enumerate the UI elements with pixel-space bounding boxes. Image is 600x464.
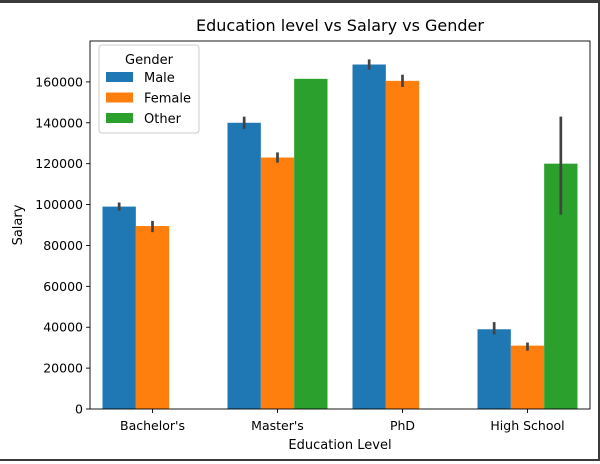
chart: Education level vs Salary vs Gender Educ… bbox=[11, 16, 591, 453]
y-tick-label: 80000 bbox=[43, 238, 83, 253]
y-tick-label: 120000 bbox=[35, 156, 83, 171]
axes-frame bbox=[89, 40, 591, 410]
bar-male-high-school bbox=[477, 329, 511, 409]
bar-male-master-s bbox=[227, 122, 261, 410]
bar-female-phd bbox=[385, 80, 420, 409]
x-tick-label: Bachelor's bbox=[120, 418, 185, 433]
bar-female-bachelor-s bbox=[135, 226, 170, 409]
legend-label-other: Other bbox=[144, 112, 182, 127]
y-tick-label: 0 bbox=[75, 402, 83, 417]
bar-female-high-school bbox=[510, 345, 545, 409]
chart-title: Education level vs Salary vs Gender bbox=[196, 16, 484, 35]
y-tick-label: 160000 bbox=[35, 74, 83, 89]
x-tick-label: Master's bbox=[251, 418, 304, 433]
legend-title: Gender bbox=[125, 53, 174, 68]
y-tick-label: 20000 bbox=[43, 361, 83, 376]
legend bbox=[98, 44, 200, 134]
legend-swatch-female bbox=[106, 92, 133, 103]
legend-label-male: Male bbox=[144, 71, 175, 86]
y-tick-label: 40000 bbox=[43, 320, 83, 335]
y-tick-label: 140000 bbox=[35, 115, 83, 130]
x-tick-label: PhD bbox=[390, 418, 415, 433]
plot-area: 0 20000 40000 60000 80000 100000 120000 140000 1… bbox=[35, 40, 591, 433]
bar-male-phd bbox=[352, 64, 386, 409]
x-tick-label: High School bbox=[490, 418, 564, 433]
bar-other-master-s bbox=[294, 78, 328, 410]
legend-swatch-other bbox=[106, 113, 133, 123]
y-axis-label: Salary bbox=[11, 204, 26, 245]
legend-swatch-male bbox=[106, 72, 133, 82]
y-tick-label: 60000 bbox=[43, 279, 83, 294]
y-tick-label: 100000 bbox=[35, 197, 83, 212]
bar-male-bachelor-s bbox=[102, 206, 136, 409]
x-axis-label: Education Level bbox=[288, 438, 391, 453]
bar-female-master-s bbox=[260, 157, 295, 409]
legend-label-female: Female bbox=[144, 92, 191, 107]
